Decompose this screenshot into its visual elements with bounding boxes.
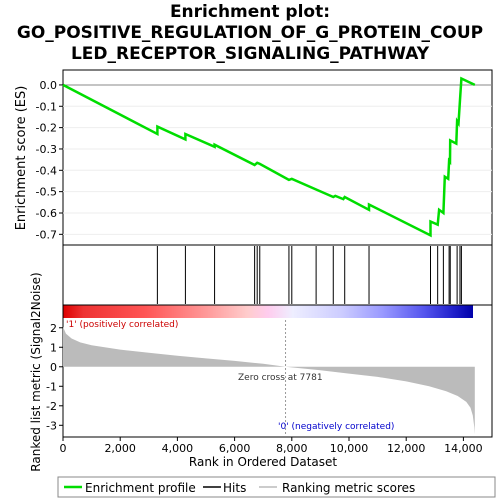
enrichment-profile-line — [62, 76, 476, 238]
metric-y-tick-label: 2 — [50, 322, 57, 335]
pos-corr-label: '1' (positively correlated) — [66, 320, 178, 330]
es-y-ticks: 0.0 -0.1 -0.2 -0.3 -0.4 -0.5 -0.6 -0.7 — [36, 79, 63, 241]
rank-color-bar — [63, 305, 473, 318]
legend-es-label: Enrichment profile — [85, 481, 196, 495]
metric-y-tick-label: -2 — [46, 400, 57, 413]
x-tick-label: 10,000 — [330, 442, 369, 455]
metric-y-tick-label: 0 — [50, 361, 57, 374]
es-y-tick-label: -0.4 — [36, 164, 57, 177]
metric-y-tick-label: -1 — [46, 380, 57, 393]
es-gridlines — [63, 84, 492, 235]
es-y-tick-label: -0.2 — [36, 122, 57, 135]
title-line-2: GO_POSITIVE_REGULATION_OF_G_PROTEIN_COUP — [16, 23, 484, 43]
neg-corr-label: '0' (negatively correlated) — [278, 422, 394, 432]
zero-cross-label: Zero cross at 7781 — [238, 373, 323, 383]
es-y-tick-label: 0.0 — [40, 79, 58, 92]
es-y-axis-title: Enrichment score (ES) — [14, 86, 29, 231]
x-tick-label: 14,000 — [444, 442, 483, 455]
x-tick-label: 2,000 — [104, 442, 136, 455]
x-tick-label: 8,000 — [276, 442, 308, 455]
title-line-1: Enrichment plot: — [169, 2, 331, 22]
metric-x-ticks: 0 2,000 4,000 6,000 8,000 10,000 12,000 14,000 — [60, 437, 483, 455]
x-axis-title: Rank in Ordered Dataset — [189, 455, 337, 469]
metric-y-tick-label: 1 — [50, 341, 57, 354]
title-line-3: LED_RECEPTOR_SIGNALING_PATHWAY — [70, 44, 430, 64]
es-y-tick-label: -0.7 — [36, 228, 57, 241]
x-tick-label: 12,000 — [387, 442, 426, 455]
legend-metric-label: Ranking metric scores — [282, 481, 415, 495]
es-y-tick-label: -0.6 — [36, 207, 57, 220]
hits-panel — [62, 244, 493, 306]
legend-hits-label: Hits — [223, 481, 246, 495]
es-y-tick-label: -0.3 — [36, 143, 57, 156]
x-tick-label: 0 — [60, 442, 67, 455]
metric-y-tick-label: -3 — [46, 419, 57, 432]
hit-lines — [156, 246, 462, 304]
x-tick-label: 4,000 — [162, 442, 194, 455]
chart-title: Enrichment plot: GO_POSITIVE_REGULATION_… — [0, 2, 500, 65]
metric-y-ticks: 2 1 0 -1 -2 -3 — [46, 322, 63, 432]
es-y-tick-label: -0.5 — [36, 186, 57, 199]
es-panel — [62, 69, 493, 246]
metric-y-axis-title: Ranked list metric (Signal2Noise) — [29, 272, 43, 471]
es-y-tick-label: -0.1 — [36, 100, 57, 113]
metric-panel — [62, 304, 493, 438]
x-tick-label: 6,000 — [219, 442, 251, 455]
